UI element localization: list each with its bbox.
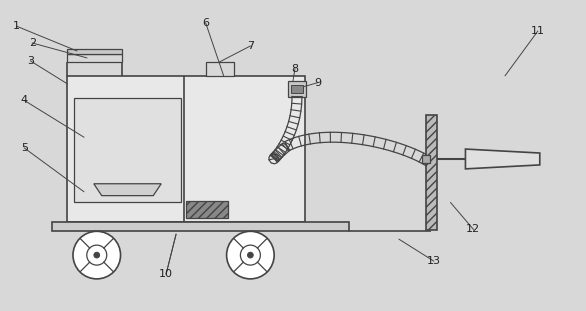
Bar bbox=[74, 98, 181, 202]
Bar bbox=[291, 85, 303, 93]
Text: 9: 9 bbox=[314, 78, 321, 88]
Bar bbox=[288, 81, 306, 96]
Text: 2: 2 bbox=[29, 38, 36, 48]
Text: 7: 7 bbox=[247, 41, 254, 51]
Bar bbox=[67, 54, 121, 62]
Text: 4: 4 bbox=[21, 95, 28, 105]
Circle shape bbox=[240, 245, 260, 265]
Bar bbox=[67, 49, 121, 54]
Text: 1: 1 bbox=[13, 21, 20, 31]
Text: 13: 13 bbox=[427, 256, 441, 266]
Circle shape bbox=[94, 252, 100, 258]
Circle shape bbox=[247, 252, 253, 258]
Bar bbox=[206, 62, 234, 76]
Circle shape bbox=[227, 231, 274, 279]
Circle shape bbox=[73, 231, 121, 279]
Text: 10: 10 bbox=[159, 269, 173, 279]
Bar bbox=[67, 76, 305, 222]
Text: 12: 12 bbox=[466, 224, 481, 234]
Text: 6: 6 bbox=[202, 18, 209, 28]
Text: 3: 3 bbox=[27, 56, 34, 66]
Bar bbox=[186, 201, 227, 218]
Text: 8: 8 bbox=[291, 64, 298, 74]
Bar bbox=[426, 115, 437, 230]
Bar bbox=[52, 222, 349, 231]
Text: 5: 5 bbox=[21, 143, 28, 153]
Polygon shape bbox=[465, 149, 540, 169]
Polygon shape bbox=[94, 184, 161, 196]
Circle shape bbox=[87, 245, 107, 265]
Bar bbox=[422, 155, 430, 163]
Text: 11: 11 bbox=[531, 26, 545, 36]
